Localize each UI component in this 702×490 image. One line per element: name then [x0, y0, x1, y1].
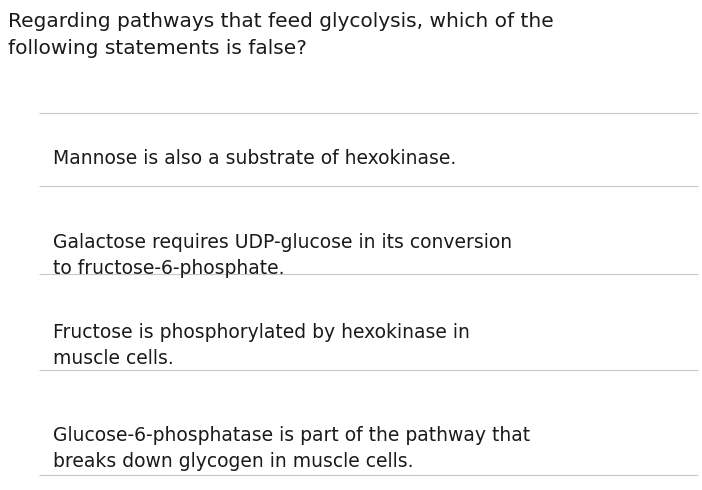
- Text: Glucose-6-phosphatase is part of the pathway that
breaks down glycogen in muscle: Glucose-6-phosphatase is part of the pat…: [53, 426, 530, 471]
- Text: Regarding pathways that feed glycolysis, which of the
following statements is fa: Regarding pathways that feed glycolysis,…: [8, 12, 554, 58]
- Text: Fructose is phosphorylated by hexokinase in
muscle cells.: Fructose is phosphorylated by hexokinase…: [53, 323, 470, 368]
- Text: Galactose requires UDP-glucose in its conversion
to fructose-6-phosphate.: Galactose requires UDP-glucose in its co…: [53, 233, 512, 277]
- Text: Mannose is also a substrate of hexokinase.: Mannose is also a substrate of hexokinas…: [53, 149, 456, 169]
